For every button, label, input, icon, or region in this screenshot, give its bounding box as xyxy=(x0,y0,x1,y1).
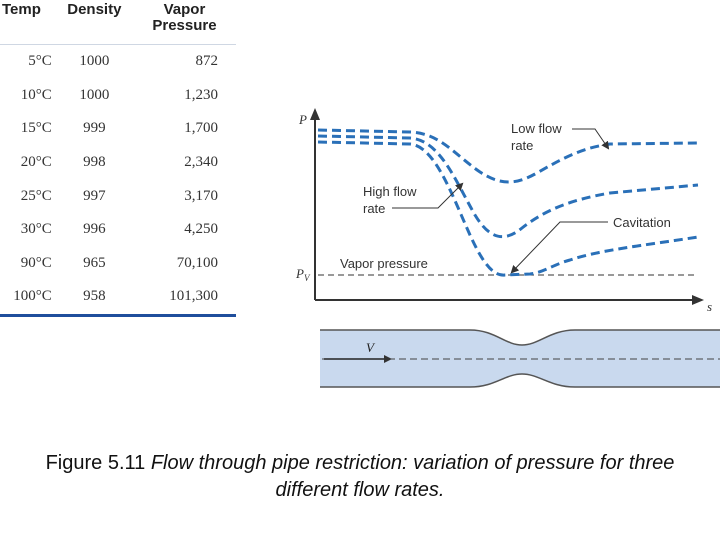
y-axis-letter: P xyxy=(298,112,307,127)
header-vapor-pressure: Vapor Pressure xyxy=(132,0,236,45)
cell-vapor: 4,250 xyxy=(184,221,218,238)
cell-vapor: 3,170 xyxy=(184,187,218,204)
table-header-row: Temp Density Vapor Pressure xyxy=(0,0,236,45)
cell-density: 958 xyxy=(83,288,106,305)
cell-density: 1000 xyxy=(79,86,110,103)
header-density: Density xyxy=(55,0,133,45)
pressure-restriction-figure: P s PV Vapor pressure Low flow rate High… xyxy=(295,108,720,388)
cavitation-label: Cavitation xyxy=(613,215,671,230)
pv-letter: PV xyxy=(295,266,311,283)
high-flow-rate-curve xyxy=(317,134,699,239)
cell-temp: 20°C xyxy=(20,154,52,171)
low-flow-label-line2: rate xyxy=(511,138,533,153)
low-flow-leader-line xyxy=(572,128,610,150)
table-row: 25°C 997 3,170 xyxy=(0,179,236,213)
cavitation-leader-line xyxy=(510,221,608,274)
cell-vapor: 872 xyxy=(195,53,219,70)
high-flow-label-line2: rate xyxy=(363,201,385,216)
y-axis-arrow-icon xyxy=(310,108,320,120)
cell-temp: 90°C xyxy=(20,254,52,271)
low-flow-label-line1: Low flow xyxy=(511,121,562,136)
pipe-wall-bottom xyxy=(320,373,720,388)
cell-temp: 100°C xyxy=(13,288,52,305)
cell-vapor: 1,230 xyxy=(184,86,218,103)
header-vapor-line1: Vapor xyxy=(163,1,206,18)
cell-temp: 15°C xyxy=(20,120,52,137)
cell-density: 996 xyxy=(83,221,106,238)
velocity-letter: V xyxy=(366,340,376,355)
table-row: 10°C 1000 1,230 xyxy=(0,79,236,113)
cell-density: 998 xyxy=(83,154,106,171)
cell-density: 965 xyxy=(83,254,106,271)
cell-vapor: 1,700 xyxy=(184,120,218,137)
table-row: 5°C 1000 872 xyxy=(0,45,236,79)
x-axis-arrow-icon xyxy=(692,295,704,305)
x-axis-letter: s xyxy=(707,299,712,314)
pipe-wall-top xyxy=(320,329,720,346)
header-temp: Temp xyxy=(0,0,56,45)
pv-letter-main: P xyxy=(295,266,304,281)
water-properties-table-container: Temp Density Vapor Pressure 5°C 1000 872 1… xyxy=(0,0,236,317)
cell-density: 1000 xyxy=(79,53,110,70)
table-row: 100°C 958 101,300 xyxy=(0,280,236,314)
pv-letter-sub: V xyxy=(304,273,311,283)
header-vapor-line2: Pressure xyxy=(152,17,217,34)
low-flow-rate-curve xyxy=(317,128,699,184)
cavitation-curve xyxy=(317,140,699,277)
cell-temp: 10°C xyxy=(20,86,52,103)
cell-density: 999 xyxy=(83,120,106,137)
cell-vapor: 101,300 xyxy=(169,288,218,305)
cell-density: 997 xyxy=(83,187,106,204)
figure-caption-text: Flow through pipe restriction: variation… xyxy=(150,452,675,501)
vapor-pressure-label: Vapor pressure xyxy=(340,256,428,271)
table-row: 90°C 965 70,100 xyxy=(0,247,236,281)
figure-caption-label: Figure 5.11 xyxy=(45,452,146,474)
table-row: 15°C 999 1,700 xyxy=(0,112,236,146)
cell-temp: 25°C xyxy=(20,187,52,204)
high-flow-label-line1: High flow xyxy=(363,184,417,199)
cell-vapor: 2,340 xyxy=(184,154,218,171)
figure-caption: Figure 5.11 Flow through pipe restrictio… xyxy=(20,450,700,504)
table-row: 30°C 996 4,250 xyxy=(0,213,236,247)
cell-temp: 5°C xyxy=(28,53,52,70)
high-flow-leader-line xyxy=(392,182,464,209)
cell-vapor: 70,100 xyxy=(176,254,218,271)
cell-temp: 30°C xyxy=(20,221,52,238)
table-row: 20°C 998 2,340 xyxy=(0,146,236,180)
water-properties-table: Temp Density Vapor Pressure 5°C 1000 872 1… xyxy=(0,0,236,314)
